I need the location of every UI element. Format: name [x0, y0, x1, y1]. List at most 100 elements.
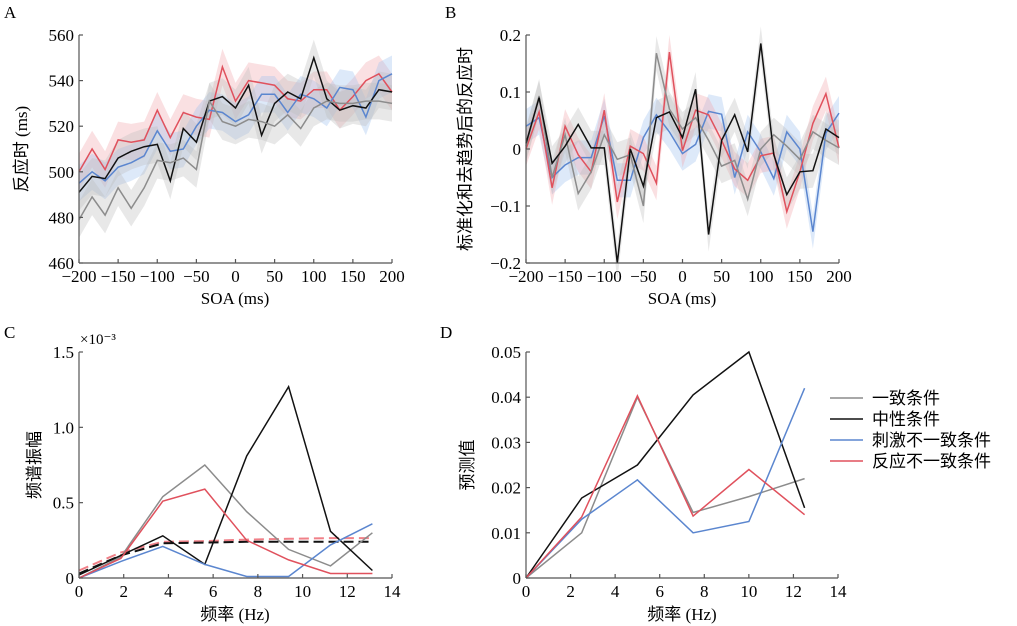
y-axis-title: 反应时 (ms): [12, 106, 31, 192]
x-tick-label: 2: [566, 582, 575, 601]
y-tick-label: 0.01: [491, 524, 521, 543]
y-tick-label: 0.5: [53, 494, 74, 513]
series-line-neutral: [78, 55, 393, 193]
x-tick-label: 100: [748, 267, 774, 286]
y-tick-label: 0: [513, 140, 522, 159]
x-tick-label: −200: [61, 267, 96, 286]
series-line-consistent: [78, 463, 373, 579]
x-tick-label: −150: [101, 267, 136, 286]
x-tick-label: −50: [630, 267, 657, 286]
x-tick-label: 10: [740, 582, 757, 601]
x-tick-label: 2: [119, 582, 128, 601]
y-axis-title: 标准化和去趋势后的反应时: [456, 47, 475, 251]
series-lines: [525, 43, 840, 264]
y-axis-title: 频谱振幅: [25, 431, 44, 499]
x-tick-label: 8: [254, 582, 263, 601]
panel-letter-d: D: [440, 323, 452, 342]
y-tick-label: 0.1: [500, 83, 521, 102]
legend-label: 刺激不一致条件: [872, 431, 991, 451]
y-multiplier-label: ×10⁻³: [80, 332, 116, 348]
series-line-neutral: [78, 384, 373, 576]
panel-d: D 0 2 4 6 8 10 12 14 0 0.01 0.02 0.03 0.04 0.05 频率 (H…: [440, 323, 847, 624]
error-band-stimulus_incongruent: [526, 94, 839, 249]
x-tick-label: −150: [548, 267, 583, 286]
series-line-response_incongruent: [525, 394, 806, 579]
y-tick-label: 520: [49, 117, 75, 136]
panel-b: B −200 −150 −100 −50 0 50 100 150 200 −0.2 −0.1 0 0.…: [445, 3, 852, 308]
y-axis-title: 预测值: [458, 440, 477, 491]
axes: 0 2 4 6 8 10 12 14 0 0.01 0.02 0.03 0.04 0.05: [491, 343, 847, 601]
panel-letter-a: A: [4, 3, 17, 22]
axes: 0 2 4 6 8 10 12 14 0 0.5 1.0 1.5: [53, 343, 401, 601]
x-tick-label: 0: [522, 582, 531, 601]
x-tick-label: 8: [700, 582, 709, 601]
x-axis-title: SOA (ms): [648, 289, 716, 308]
y-tick-label: 1.5: [53, 343, 74, 362]
error-band-consistent: [79, 82, 392, 238]
x-tick-label: 12: [785, 582, 802, 601]
x-tick-label: 14: [830, 582, 848, 601]
x-tick-label: 0: [678, 267, 687, 286]
series-line-stimulus_incongruent: [525, 110, 840, 232]
legend-item-consistent: 一致条件: [830, 389, 940, 409]
x-tick-label: 10: [294, 582, 311, 601]
x-tick-label: −200: [508, 267, 543, 286]
y-tick-label: 0.02: [491, 479, 521, 498]
error-band-response_incongruent: [79, 48, 392, 191]
threshold-line-response_incongruent: [78, 537, 373, 572]
x-tick-label: 100: [301, 267, 327, 286]
series-lines: [78, 55, 393, 221]
axes: −200 −150 −100 −50 0 50 100 150 200 −0.2 −0.1 0 0.1 0…: [490, 26, 852, 286]
y-tick-label: 0: [66, 569, 75, 588]
x-tick-label: 12: [339, 582, 356, 601]
x-tick-label: 14: [384, 582, 402, 601]
x-tick-label: 0: [75, 582, 84, 601]
x-axis-title: SOA (ms): [201, 289, 269, 308]
x-tick-label: 50: [266, 267, 283, 286]
series-line-stimulus_incongruent: [525, 387, 806, 579]
y-tick-label: 0.2: [500, 26, 521, 45]
error-band-neutral: [79, 39, 392, 211]
x-tick-label: 0: [231, 267, 240, 286]
legend-item-stimulus_incongruent: 刺激不一致条件: [830, 431, 991, 451]
legend-label: 中性条件: [872, 410, 940, 430]
legend-item-neutral: 中性条件: [830, 410, 940, 430]
y-tick-label: 500: [49, 163, 75, 182]
panel-a: A −200 −150 −100 −50 0 50 100 150 200 460 480 500 52…: [4, 3, 405, 308]
legend-label: 反应不一致条件: [872, 452, 991, 472]
y-tick-label: 0.03: [491, 433, 521, 452]
x-tick-label: −100: [587, 267, 622, 286]
y-tick-label: 1.0: [53, 418, 74, 437]
panel-letter-c: C: [4, 323, 15, 342]
series-line-consistent: [525, 53, 840, 207]
threshold-line-neutral: [78, 540, 373, 575]
series-line-stimulus_incongruent: [78, 523, 373, 579]
x-tick-label: −100: [140, 267, 175, 286]
y-tick-label: 0.05: [491, 343, 521, 362]
y-tick-label: 460: [49, 254, 75, 273]
x-tick-label: 150: [787, 267, 813, 286]
y-tick-label: 0: [513, 569, 522, 588]
x-axis-title: 频率 (Hz): [200, 605, 269, 624]
panel-c: C ×10⁻³ 0 2 4 6 8 10 12 14 0 0.5 1.0 1.5 频率 (Hz) 频谱…: [4, 323, 401, 624]
y-tick-label: 480: [49, 208, 75, 227]
x-tick-label: 50: [713, 267, 730, 286]
error-band-stimulus_incongruent: [79, 55, 392, 202]
legend-label: 一致条件: [872, 389, 940, 409]
y-tick-label: 0.04: [491, 388, 521, 407]
series-lines: [78, 384, 373, 579]
series-line-neutral: [525, 43, 840, 264]
y-tick-label: −0.1: [490, 197, 521, 216]
series-line-neutral: [525, 350, 806, 579]
x-tick-label: 6: [209, 582, 218, 601]
x-tick-label: 6: [655, 582, 664, 601]
y-tick-label: −0.2: [490, 254, 521, 273]
series-line-stimulus_incongruent: [78, 73, 393, 184]
series-line-response_incongruent: [78, 488, 373, 579]
x-tick-label: 4: [611, 582, 620, 601]
y-tick-label: 540: [49, 72, 75, 91]
x-tick-label: 200: [379, 267, 405, 286]
y-tick-label: 560: [49, 26, 75, 45]
